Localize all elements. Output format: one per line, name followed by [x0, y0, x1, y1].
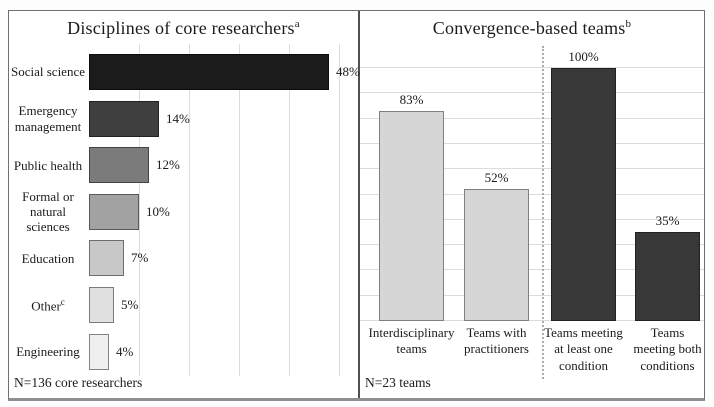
- left-panel: Disciplines of core researchersa N=136 c…: [9, 11, 360, 398]
- right-bar: [551, 68, 616, 321]
- right-sample-size-note: N=23 teams: [365, 375, 431, 390]
- left-bar-row: Education 7%: [9, 235, 358, 282]
- left-bar: [89, 287, 114, 323]
- left-bar: [89, 147, 149, 184]
- left-category-label: Emergency management: [14, 103, 82, 134]
- left-bar: [89, 54, 329, 90]
- left-category-label: Formal or natural sciences: [22, 188, 74, 235]
- left-bar-row: Engineering 4%: [9, 328, 358, 375]
- right-gridline: [360, 92, 704, 94]
- right-title-superscript: b: [625, 18, 632, 30]
- left-bar: [89, 333, 109, 370]
- right-gridline: [360, 168, 704, 170]
- left-bar-value-label: 7%: [131, 250, 149, 266]
- right-gridline: [360, 294, 704, 296]
- left-bar-row: Formal or natural sciences 10%: [9, 188, 358, 235]
- left-bar: [89, 240, 124, 277]
- right-gridline: [360, 67, 704, 68]
- right-bar-value-label: 35%: [655, 213, 680, 229]
- right-chart-title-text: Convergence-based teams: [432, 18, 626, 38]
- right-gridline: [360, 193, 704, 195]
- right-panel: Convergence-based teamsb N=23 teams 83% 5…: [360, 11, 704, 398]
- right-gridline: [360, 117, 704, 119]
- left-category-label: Education: [21, 250, 75, 266]
- left-chart-title: Disciplines of core researchersa: [9, 18, 358, 39]
- right-bar-value-label: 83%: [399, 92, 424, 108]
- left-gridline: [289, 44, 290, 376]
- left-sample-size-note: N=136 core researchers: [14, 375, 143, 390]
- left-chart-title-text: Disciplines of core researchers: [67, 18, 295, 38]
- left-bar-row: Public health 12%: [9, 142, 358, 189]
- right-bar: [464, 189, 529, 321]
- category-superscript: c: [60, 296, 65, 307]
- right-bar: [379, 111, 444, 321]
- left-bar-value-label: 5%: [121, 297, 139, 312]
- left-category-label: Public health: [13, 157, 83, 173]
- left-bar-row: Otherc 5%: [9, 282, 358, 329]
- right-gridline: [360, 142, 704, 144]
- right-bar-value-label: 100%: [568, 49, 599, 64]
- right-gridline: [360, 218, 704, 220]
- left-bar: [89, 193, 139, 230]
- left-bar-value-label: 10%: [146, 203, 170, 219]
- right-category-label: Teams with practitioners: [464, 325, 529, 357]
- left-category-label: Otherc: [31, 296, 65, 313]
- left-gridline: [239, 44, 240, 376]
- right-category-label: Interdisciplinary teams: [368, 325, 455, 357]
- left-bar-value-label: 14%: [166, 110, 190, 126]
- left-gridline: [339, 44, 340, 376]
- right-category-label: Teams meeting at least one condition: [544, 325, 623, 373]
- left-bar-row: Social science 48%: [9, 49, 360, 96]
- left-category-label: Social science: [11, 64, 85, 80]
- left-gridline: [139, 44, 140, 376]
- left-bar-row: Emergency management 14%: [9, 95, 358, 142]
- left-title-superscript: a: [294, 18, 300, 30]
- left-bar-value-label: 12%: [156, 157, 180, 173]
- left-gridline: [189, 44, 190, 376]
- group-divider-line: [542, 46, 544, 379]
- left-bar-value-label: 4%: [116, 343, 134, 359]
- right-plot-area: 83% 52% 100% 35%: [360, 49, 704, 321]
- chart-frame: Disciplines of core researchersa N=136 c…: [8, 10, 705, 401]
- right-gridline: [360, 244, 704, 246]
- right-gridline: [360, 320, 704, 321]
- right-bar-value-label: 52%: [484, 170, 509, 186]
- right-category-label: Teams meeting both conditions: [633, 325, 702, 373]
- left-bar-value-label: 48%: [336, 64, 360, 79]
- right-chart-title: Convergence-based teamsb: [360, 18, 704, 39]
- left-bar: [89, 100, 159, 137]
- right-bar: [635, 232, 700, 321]
- left-category-label: Engineering: [16, 343, 80, 359]
- right-gridline: [360, 269, 704, 271]
